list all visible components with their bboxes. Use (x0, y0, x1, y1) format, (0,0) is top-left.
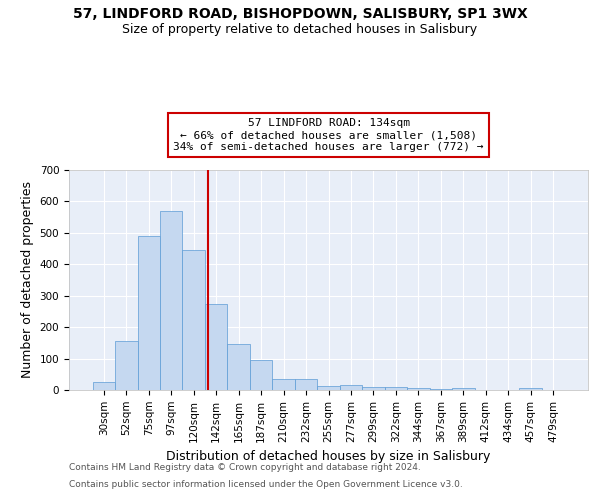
Bar (92, 382, 115, 390)
Bar (340, 386, 362, 390)
Bar (295, 379, 317, 390)
X-axis label: Distribution of detached houses by size in Salisbury: Distribution of detached houses by size … (166, 450, 491, 463)
Bar (160, 211, 182, 390)
Bar (520, 388, 542, 390)
Text: 57 LINDFORD ROAD: 134sqm
← 66% of detached houses are smaller (1,508)
34% of sem: 57 LINDFORD ROAD: 134sqm ← 66% of detach… (173, 118, 484, 152)
Bar (205, 304, 227, 390)
Bar (362, 386, 385, 390)
Bar (452, 388, 475, 390)
Bar (137, 236, 160, 390)
Text: 57, LINDFORD ROAD, BISHOPDOWN, SALISBURY, SP1 3WX: 57, LINDFORD ROAD, BISHOPDOWN, SALISBURY… (73, 8, 527, 22)
Text: Contains public sector information licensed under the Open Government Licence v3: Contains public sector information licen… (69, 480, 463, 489)
Text: Contains HM Land Registry data © Crown copyright and database right 2024.: Contains HM Land Registry data © Crown c… (69, 464, 421, 472)
Bar (115, 342, 137, 390)
Bar (385, 388, 407, 390)
Bar (227, 344, 250, 390)
Bar (182, 250, 205, 390)
Text: Size of property relative to detached houses in Salisbury: Size of property relative to detached ho… (122, 22, 478, 36)
Bar (272, 379, 295, 390)
Bar (430, 388, 452, 390)
Bar (317, 386, 340, 390)
Bar (250, 360, 272, 390)
Bar (407, 388, 430, 390)
Y-axis label: Number of detached properties: Number of detached properties (21, 182, 34, 378)
